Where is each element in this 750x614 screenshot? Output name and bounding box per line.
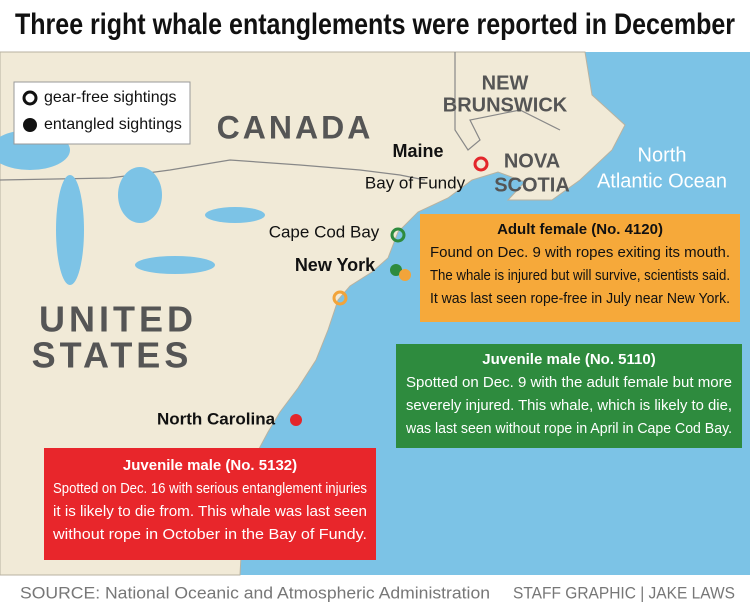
lake: [118, 167, 162, 223]
place-label: New York: [295, 255, 376, 275]
credit: STAFF GRAPHIC | JAKE LAWS: [513, 583, 735, 602]
country-label: CANADA: [217, 109, 374, 145]
box-line: The whale is injured but will survive, s…: [430, 267, 730, 284]
box-line: Found on Dec. 9 with ropes exiting its m…: [430, 244, 730, 261]
place-label: North Carolina: [157, 409, 276, 428]
border: [0, 159, 426, 181]
box-title: Juvenile male (No. 5110): [482, 351, 655, 368]
place-label: Bay of Fundy: [365, 173, 466, 192]
country-label: UNITED: [39, 299, 197, 340]
info-box: [396, 344, 742, 448]
ocean-label: Atlantic Ocean: [597, 170, 727, 192]
box-line: It was last seen rope-free in July near …: [430, 290, 730, 307]
open-marker: [332, 290, 348, 306]
legend-label: entangled sightings: [44, 116, 182, 133]
country-label: STATES: [32, 335, 193, 376]
box-line: without rope in October in the Bay of Fu…: [52, 526, 367, 543]
info-box: [44, 448, 376, 560]
province-label: BRUNSWICK: [443, 94, 568, 116]
title: Three right whale entanglements were rep…: [15, 8, 735, 41]
open-marker: [390, 227, 406, 243]
box-line: Spotted on Dec. 9 with the adult female …: [406, 374, 732, 391]
legend-open-marker: [22, 90, 38, 106]
legend-filled-marker: [23, 118, 37, 132]
box-line: it is likely to die from. This whale was…: [53, 503, 367, 520]
border: [454, 52, 561, 151]
lake: [205, 207, 265, 223]
ocean-label: North: [638, 144, 687, 166]
place-label: Cape Cod Bay: [269, 222, 380, 241]
box-title: Adult female (No. 4120): [497, 221, 663, 238]
lake: [135, 256, 215, 274]
box-line: Spotted on Dec. 16 with serious entangle…: [53, 480, 367, 497]
source: SOURCE: National Oceanic and Atmospheric…: [20, 583, 490, 602]
legend-label: gear-free sightings: [44, 89, 177, 106]
province-label: NEW: [482, 72, 529, 94]
filled-marker: [390, 264, 402, 276]
info-box: [420, 214, 740, 322]
province-label: NOVA: [504, 150, 560, 172]
box-title: Juvenile male (No. 5132): [123, 457, 297, 474]
lake: [56, 175, 84, 285]
place-label: Maine: [392, 141, 443, 161]
box-line: was last seen without rope in April in C…: [405, 420, 732, 437]
filled-marker: [290, 414, 302, 426]
open-marker: [473, 156, 489, 172]
box-line: severely injured. This whale, which is l…: [406, 397, 732, 414]
filled-marker: [399, 269, 411, 281]
province-label: SCOTIA: [494, 174, 570, 196]
legend: [13, 81, 191, 145]
